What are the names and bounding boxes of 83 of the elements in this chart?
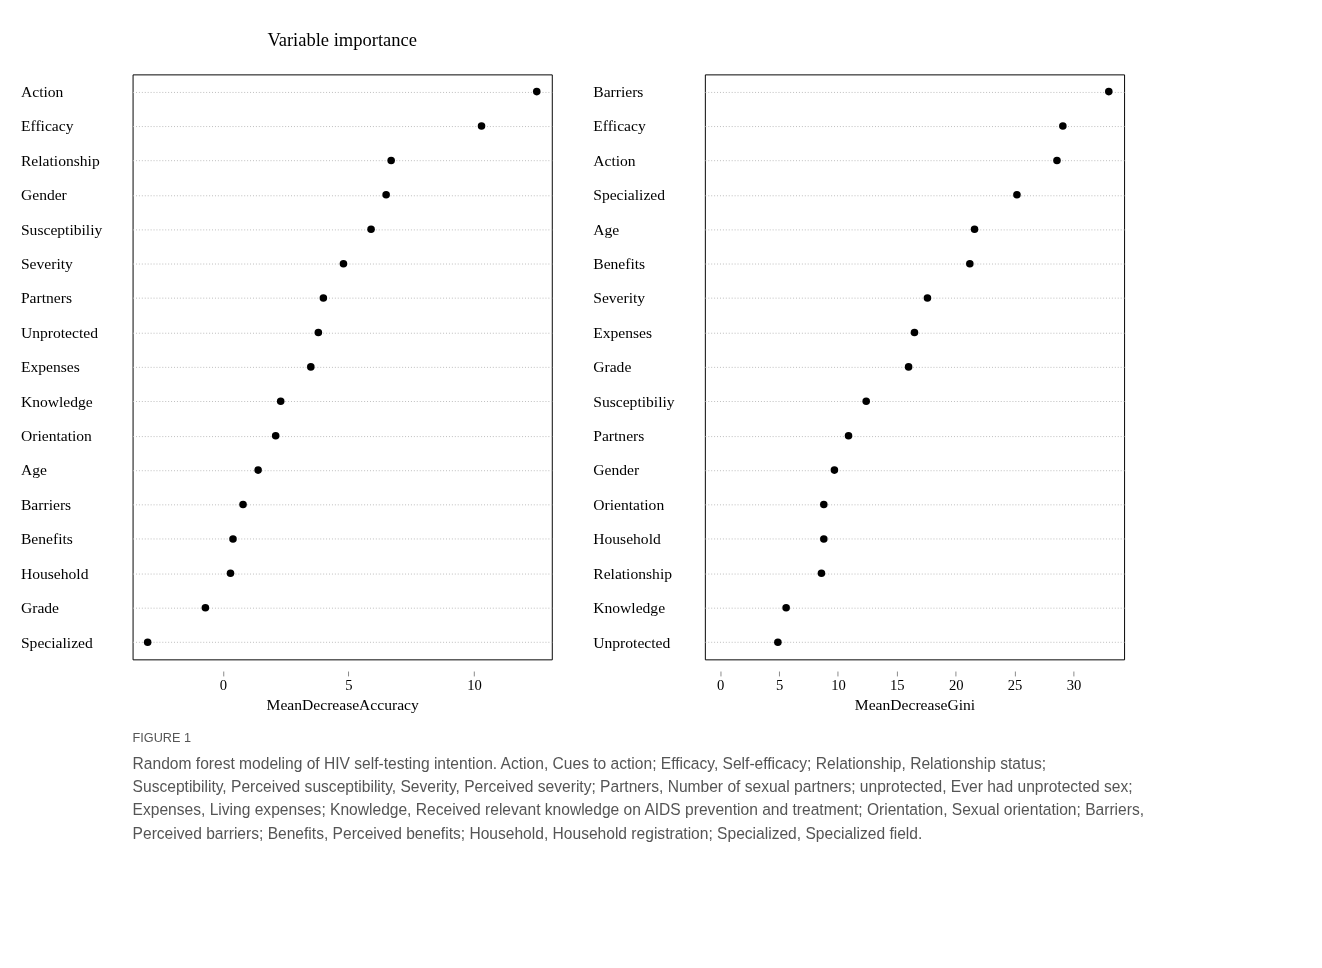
y-tick-label: Knowledge [20, 392, 93, 410]
point [276, 397, 285, 406]
y-tick-label: Benefits [20, 530, 73, 548]
point [319, 294, 328, 302]
point [1059, 122, 1067, 130]
y-tick-label: Expenses [593, 323, 653, 341]
x-tick-label: 0 [219, 677, 228, 694]
x-tick-label: 20 [948, 677, 964, 694]
y-tick-label: Severity [20, 255, 74, 273]
y-tick-label: Grade [20, 599, 60, 617]
y-tick-label: Orientation [20, 427, 93, 445]
y-tick-label: Age [20, 461, 47, 479]
point [910, 328, 919, 337]
point [382, 191, 390, 199]
y-tick-label: Barriers [593, 82, 644, 100]
point [970, 225, 979, 234]
point [817, 569, 826, 578]
y-tick-label: Partners [20, 289, 73, 307]
point [254, 466, 262, 474]
y-tick-label: Knowledge [593, 599, 666, 617]
x-axis-title: MeanDecreaseGini [854, 695, 976, 713]
x-axis-title: MeanDecreaseAccuracy [266, 695, 419, 713]
y-tick-label: Action [593, 151, 636, 169]
y-tick-label: Household [20, 564, 89, 582]
text: Random forest modeling of HIV self-testing intention. Action, Cues to action; Efficacy, Self-efficacy; Relationship, Relationship status; Susceptibility, Perceived susceptibility, Severity, Perceived severity; Partners, Number of sexual partners; unprotected, Ever had unprotected sex; Expenses, Living expenses; Knowledge, Received relevant knowledge on AIDS prevention and treatment; Orientation, Sexual orientation; Barriers, Perceived barriers; Benefits, Perceived benefits; Household, Household registration; Specialized, Specialized field. [132, 754, 1145, 842]
point [201, 603, 210, 612]
y-tick-label: Specialized [593, 186, 666, 204]
y-tick-label: Unprotected [593, 633, 671, 651]
point [774, 638, 782, 646]
y-tick-label: Partners [593, 427, 645, 445]
x-tick-label: 10 [831, 677, 846, 694]
point [477, 122, 486, 130]
y-tick-label: Gender [20, 186, 68, 204]
y-tick-label: Household [593, 530, 661, 548]
x-tick-label: 30 [1066, 677, 1082, 694]
y-tick-label: Barriers [20, 495, 72, 513]
point [271, 431, 280, 440]
point [339, 259, 348, 268]
x-tick-label: 5 [345, 677, 353, 694]
point [782, 603, 790, 612]
point [367, 225, 375, 234]
y-tick-label: Severity [593, 289, 646, 307]
point [532, 87, 541, 96]
y-tick-label: Susceptibiliy [20, 220, 103, 238]
point [1105, 87, 1113, 96]
point [862, 397, 870, 406]
y-tick-label: Benefits [593, 255, 646, 273]
point [239, 500, 247, 509]
point [923, 294, 932, 302]
point [820, 535, 828, 543]
y-tick-label: Susceptibiliy [593, 392, 675, 410]
point [387, 156, 395, 165]
y-tick-label: Expenses [20, 358, 80, 376]
point [229, 535, 237, 543]
y-tick-label: Unprotected [20, 323, 99, 341]
point [1053, 156, 1061, 165]
y-tick-label: Grade [593, 358, 632, 376]
x-tick-label: 10 [467, 677, 482, 694]
point [966, 259, 974, 268]
y-tick-label: Action [20, 82, 64, 100]
point [830, 466, 839, 474]
point [844, 431, 853, 440]
y-tick-label: Relationship [20, 151, 100, 169]
caption: FIGURE 1 [132, 731, 191, 746]
y-tick-label: Efficacy [593, 117, 646, 135]
y-tick-label: Efficacy [20, 117, 74, 135]
chart-title: Variable importance [267, 29, 417, 51]
y-tick-label: Age [593, 220, 620, 238]
y-tick-label: Specialized [20, 633, 93, 651]
x-tick-label: 25 [1007, 677, 1023, 694]
x-tick-label: 5 [775, 677, 784, 694]
y-tick-label: Relationship [593, 564, 673, 582]
point [226, 569, 235, 578]
y-tick-label: Gender [593, 461, 640, 479]
point [143, 638, 152, 646]
x-tick-label: 15 [890, 677, 905, 694]
x-tick-label: 0 [717, 677, 725, 694]
point [1013, 191, 1021, 199]
point [904, 363, 913, 371]
point [820, 500, 828, 509]
y-tick-label: Orientation [593, 495, 665, 513]
point [307, 363, 315, 371]
point [314, 328, 323, 337]
